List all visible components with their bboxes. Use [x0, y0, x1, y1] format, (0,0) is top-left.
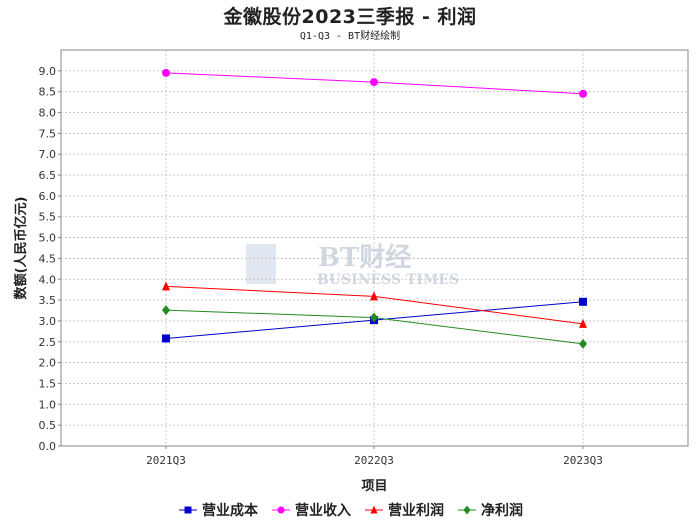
legend-item: 净利润	[456, 500, 523, 520]
legend-label: 营业成本	[202, 503, 258, 519]
x-tick-label: 2023Q3	[563, 454, 603, 467]
y-tick-label: 5.5	[39, 211, 57, 224]
y-tick-label: 5.0	[39, 232, 57, 245]
legend-item: 营业利润	[363, 500, 444, 520]
y-tick-label: 4.0	[39, 273, 57, 286]
data-point-2	[370, 78, 378, 87]
y-tick-label: 1.5	[39, 377, 57, 390]
data-point-1	[162, 334, 170, 343]
data-point-3	[162, 281, 170, 291]
y-tick-label: 4.5	[39, 252, 57, 265]
legend-item: 营业收入	[270, 500, 351, 520]
data-point-1	[579, 297, 587, 306]
legend-marker-icon	[458, 505, 476, 515]
y-tick-label: 8.5	[39, 86, 57, 99]
data-point-4	[579, 338, 587, 349]
data-point-2	[162, 68, 170, 77]
data-point-3	[579, 318, 587, 328]
data-point-4	[370, 312, 378, 323]
y-tick-label: 0.0	[39, 440, 57, 453]
legend-label: 营业利润	[388, 503, 444, 519]
y-tick-label: 8.0	[39, 107, 57, 120]
y-tick-label: 1.0	[39, 398, 57, 411]
y-tick-label: 3.0	[39, 315, 57, 328]
y-tick-label: 6.5	[39, 169, 57, 182]
watermark-icon	[246, 244, 276, 284]
y-tick-label: 7.5	[39, 127, 57, 140]
x-tick-label: 2022Q3	[354, 454, 394, 467]
legend-label: 净利润	[481, 503, 523, 519]
legend-marker-icon	[365, 505, 383, 514]
y-tick-label: 2.0	[39, 357, 57, 370]
y-tick-label: 0.5	[39, 419, 57, 432]
y-tick-label: 7.0	[39, 148, 57, 161]
legend-label: 营业收入	[295, 503, 351, 519]
legend-item: 营业成本	[177, 500, 258, 520]
y-tick-label: 3.5	[39, 294, 57, 307]
data-point-3	[370, 291, 378, 301]
y-tick-label: 6.0	[39, 190, 57, 203]
y-axis-label: 数额(人民币亿元)	[13, 197, 29, 300]
chart-legend: 营业成本 营业收入 营业利润 净利润	[0, 500, 700, 520]
x-tick-label: 2021Q3	[146, 454, 186, 467]
chart-subtitle: Q1-Q3 - BT财经绘制	[299, 31, 401, 42]
chart-title: 金徽股份2023三季报 - 利润	[223, 6, 477, 28]
y-tick-label: 9.0	[39, 65, 57, 78]
watermark-subtext: BUSINESS TIMES	[317, 272, 459, 288]
watermark-text: BT财经	[318, 242, 411, 273]
data-point-2	[579, 89, 587, 98]
legend-marker-icon	[179, 506, 197, 514]
data-point-4	[162, 305, 170, 316]
y-tick-label: 2.5	[39, 336, 57, 349]
x-axis-label: 项目	[361, 479, 387, 494]
legend-marker-icon	[272, 506, 290, 514]
